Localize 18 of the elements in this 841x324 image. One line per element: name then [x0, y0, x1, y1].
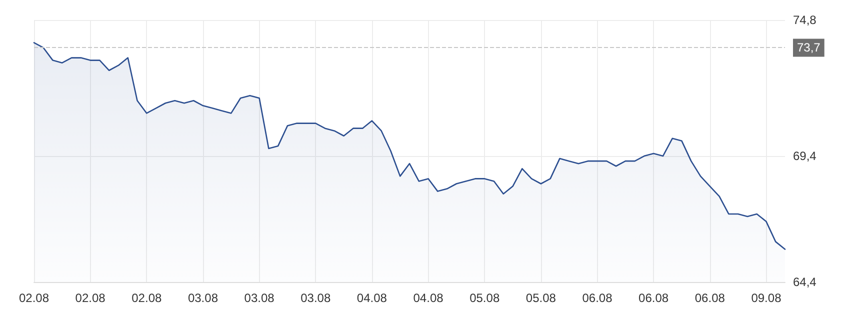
y-tick-label: 69,4 [793, 149, 817, 164]
x-tick-label: 06.08 [582, 291, 613, 305]
x-tick-label: 04.08 [413, 291, 444, 305]
x-tick-label: 06.08 [638, 291, 669, 305]
x-tick-label: 04.08 [356, 291, 388, 305]
x-tick-label: 03.08 [188, 291, 218, 305]
x-tick-label: 05.08 [526, 291, 556, 305]
ref-line-label: 73,7 [797, 40, 821, 55]
x-tick-label: 02.08 [132, 291, 162, 305]
x-tick-label: 03.08 [244, 291, 275, 305]
x-tick-label: 03.08 [300, 291, 331, 305]
y-tick-label: 64,4 [793, 275, 817, 289]
x-tick-label: 02.08 [75, 291, 106, 305]
x-tick-label: 09.08 [751, 291, 782, 305]
x-tick-label: 02.08 [18, 291, 50, 305]
x-tick-label: 05.08 [470, 291, 500, 305]
x-tick-label: 06.08 [694, 291, 726, 305]
y-tick-label: 74,8 [793, 13, 817, 27]
